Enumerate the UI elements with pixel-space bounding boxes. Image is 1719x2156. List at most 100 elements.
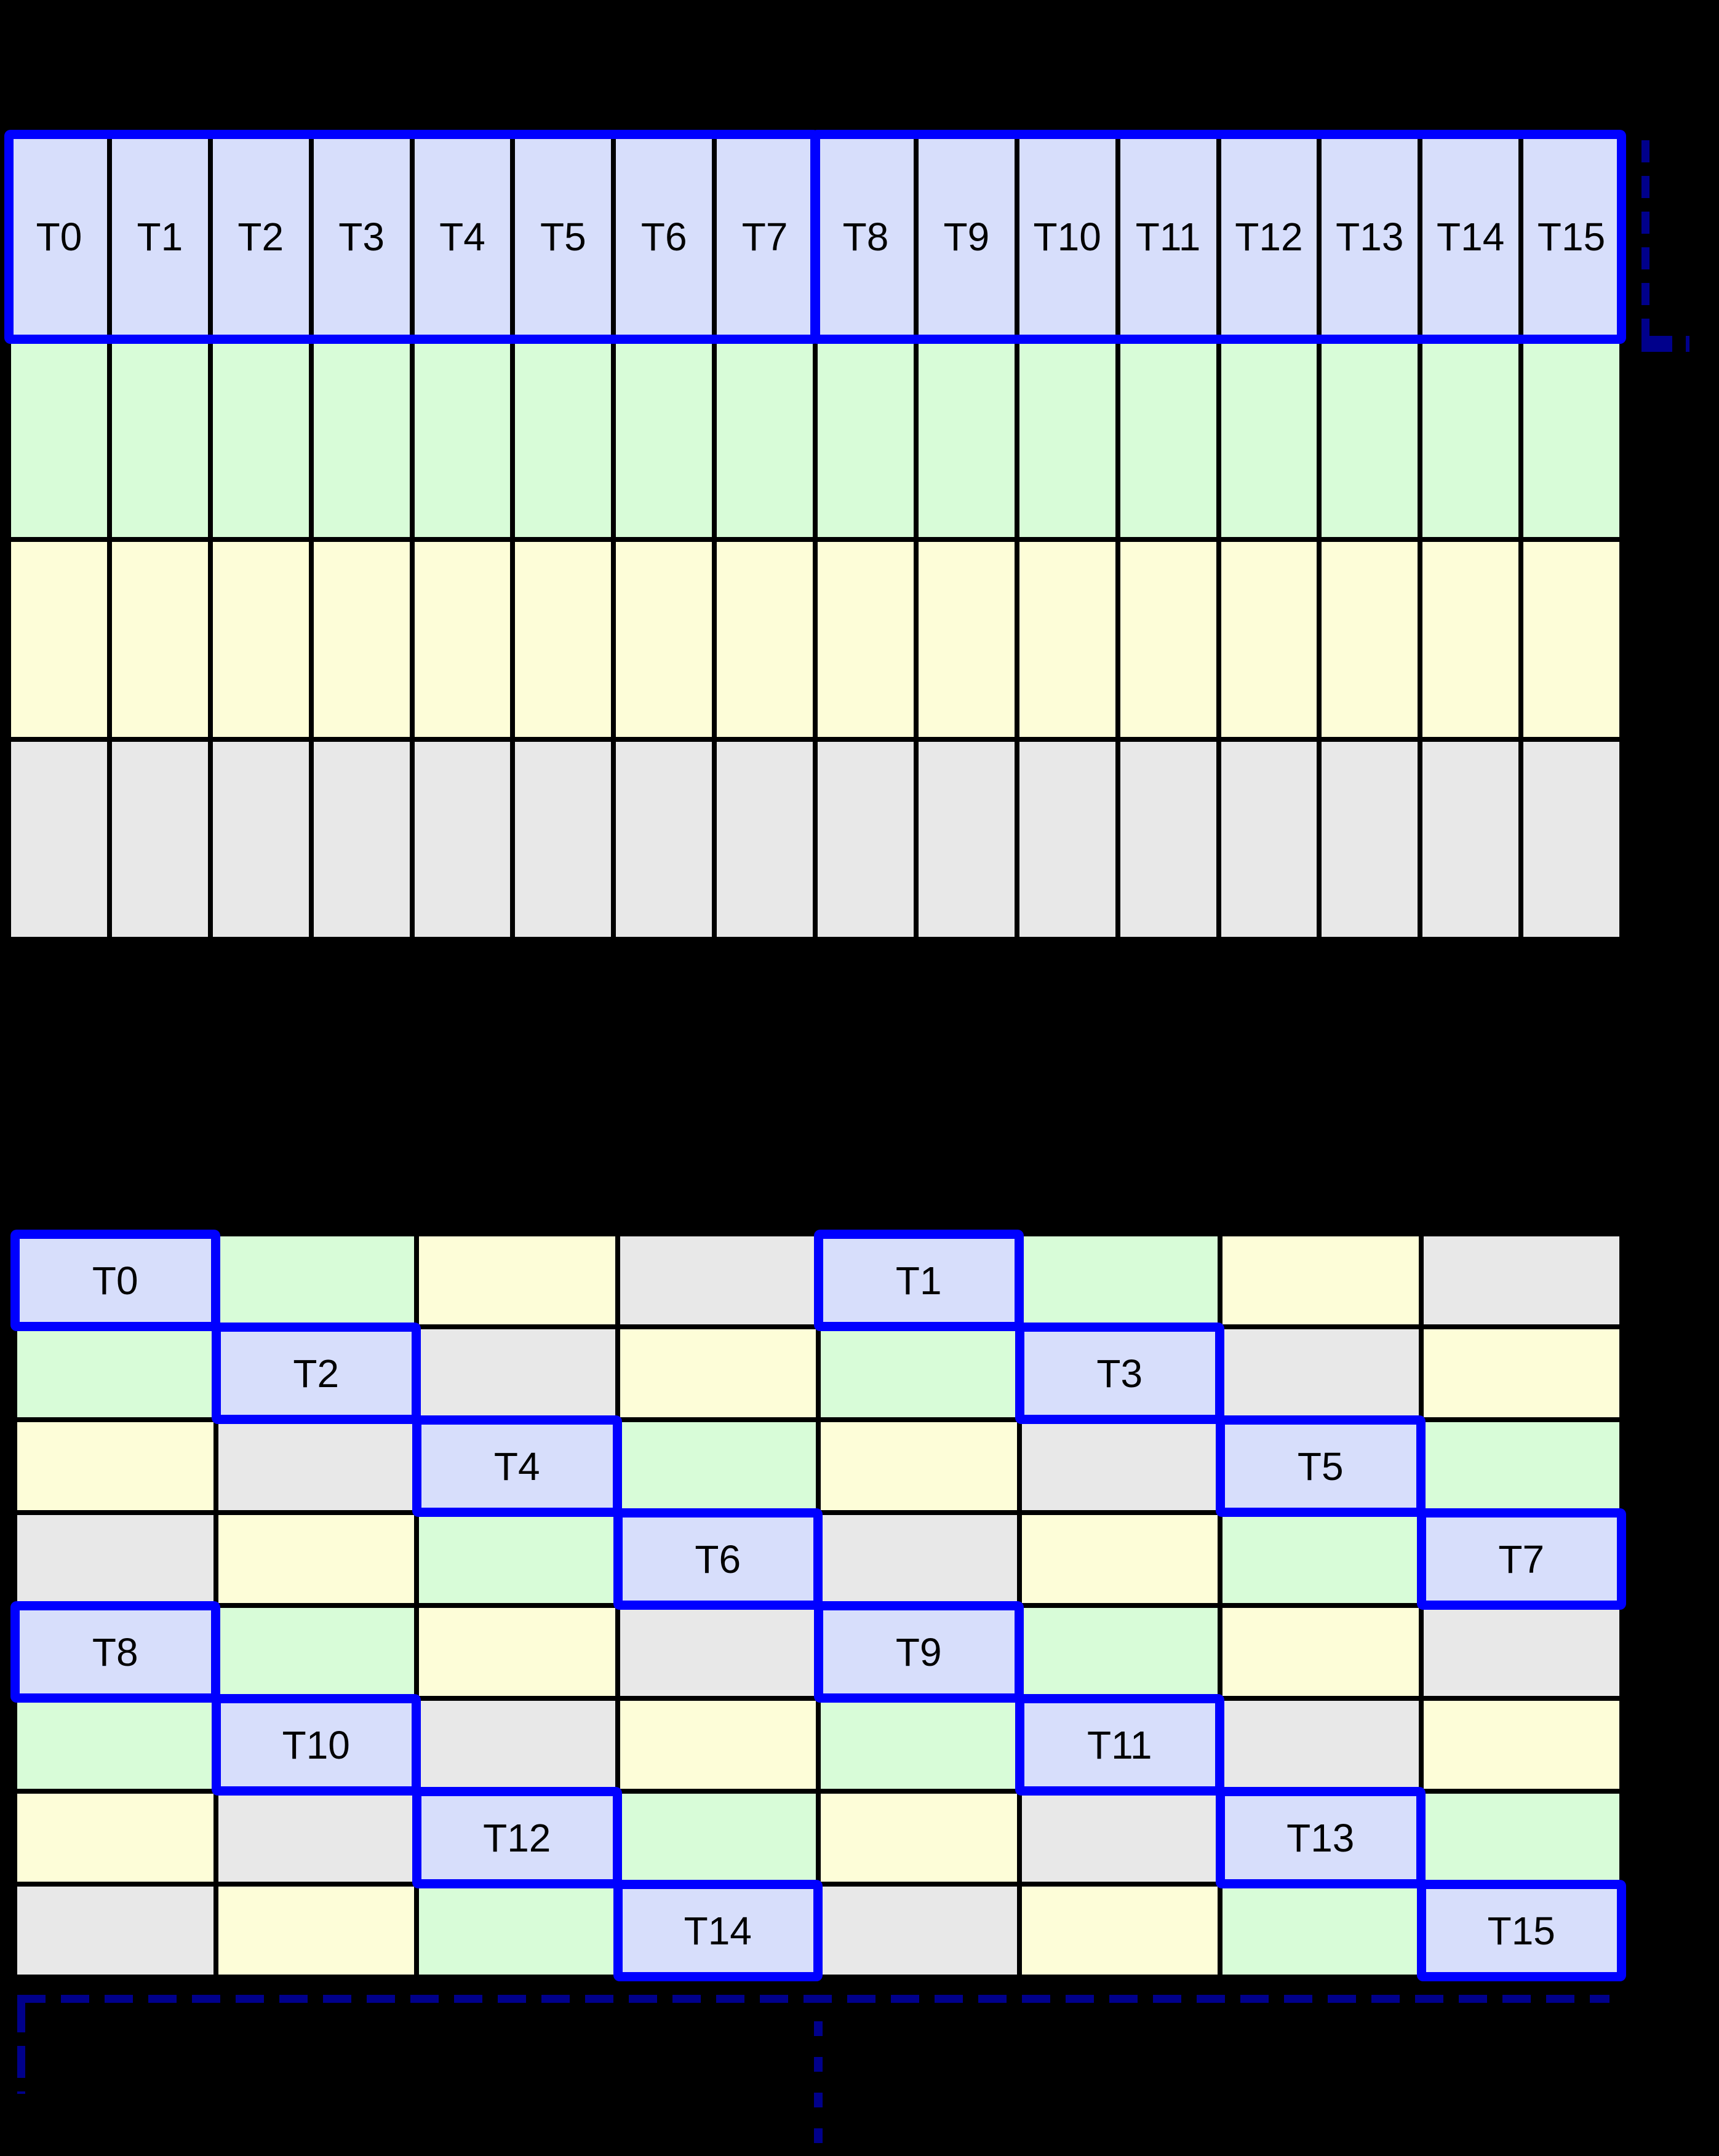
memory-cell (1423, 1329, 1619, 1417)
memory-cell (1422, 742, 1519, 937)
memory-cell (218, 1422, 414, 1510)
thread-cell: T0 (17, 1236, 213, 1324)
thread-cell: T8 (17, 1608, 213, 1696)
memory-cell (620, 1794, 816, 1882)
memory-cell (1222, 1329, 1419, 1417)
memory-cell (818, 342, 914, 537)
memory-cell (620, 1236, 816, 1324)
memory-cell (1221, 542, 1317, 737)
thread-highlight (211, 1694, 421, 1796)
memory-cell (111, 742, 208, 937)
memory-cell (1021, 1515, 1218, 1603)
thread-highlight (613, 1508, 823, 1610)
memory-cell (1021, 1422, 1218, 1510)
memory-cell (111, 342, 208, 537)
memory-cell (918, 742, 1015, 937)
memory-cell (111, 542, 208, 737)
memory-cell (1423, 1608, 1619, 1696)
memory-cell (1222, 1236, 1419, 1324)
memory-cell (1322, 742, 1418, 937)
thread-cell: T13 (1322, 137, 1418, 337)
bracket-horizontal-line (17, 1995, 1609, 2003)
bracket-vertical-line (1641, 140, 1649, 336)
thread-cell: T11 (1021, 1701, 1218, 1789)
memory-cell (717, 542, 813, 737)
memory-cell (821, 1329, 1017, 1417)
half-warp-highlight (4, 130, 820, 344)
thread-cell: T3 (313, 137, 410, 337)
bracket-right-tick (17, 2048, 25, 2094)
memory-cell (1523, 742, 1619, 937)
memory-cell (11, 742, 107, 937)
thread-cell: T5 (1222, 1422, 1419, 1510)
memory-cell (1322, 542, 1418, 737)
memory-cell (620, 1422, 816, 1510)
memory-cell (419, 1701, 615, 1789)
memory-cell (1423, 1701, 1619, 1789)
memory-cell (1021, 1236, 1218, 1324)
continuation-ellipsis-icon (814, 2021, 823, 2154)
thread-cell: T11 (1120, 137, 1216, 337)
thread-highlight (412, 1787, 622, 1888)
memory-cell (1021, 1887, 1218, 1975)
memory-cell (212, 542, 309, 737)
thread-highlight (1416, 1508, 1626, 1610)
memory-cell (918, 342, 1015, 537)
memory-cell (11, 542, 107, 737)
memory-cell (818, 542, 914, 737)
memory-cell (515, 342, 612, 537)
thread-highlight (1015, 1323, 1224, 1424)
thread-cell: T12 (419, 1794, 615, 1882)
memory-cell (17, 1701, 213, 1789)
dashed-bracket-right-icon (1641, 140, 1689, 352)
memory-cell (1423, 1422, 1619, 1510)
memory-cell (818, 742, 914, 937)
thread-cell: T2 (212, 137, 309, 337)
thread-highlight (814, 1230, 1024, 1331)
memory-cell (1423, 1236, 1619, 1324)
memory-cell (1019, 742, 1115, 937)
thread-cell: T0 (11, 137, 107, 337)
memory-cell (1222, 1701, 1419, 1789)
memory-cell (515, 542, 612, 737)
thread-cell: T7 (717, 137, 813, 337)
bottom-memory-grid: T0 T1 T2 T3 T4 T5 T6 T7 T8 T9 T10 T11 T12 T13 T14 T15 (12, 1231, 1624, 1979)
memory-cell (1523, 342, 1619, 537)
memory-cell (1222, 1515, 1419, 1603)
bracket-bottom-tick (1641, 344, 1689, 352)
memory-cell (17, 1887, 213, 1975)
thread-cell: T6 (620, 1515, 816, 1603)
memory-cell (515, 742, 612, 937)
thread-cell: T15 (1423, 1887, 1619, 1975)
memory-cell (414, 342, 511, 537)
thread-cell: T15 (1523, 137, 1619, 337)
memory-cell (212, 742, 309, 937)
thread-cell: T1 (821, 1236, 1017, 1324)
thread-highlight (613, 1880, 823, 1981)
memory-cell (821, 1887, 1017, 1975)
thread-highlight (412, 1415, 622, 1517)
thread-cell: T14 (620, 1887, 816, 1975)
memory-cell (1120, 342, 1216, 537)
memory-cell (821, 1794, 1017, 1882)
memory-cell (1222, 1608, 1419, 1696)
memory-cell (313, 542, 410, 737)
memory-cell (616, 342, 712, 537)
thread-cell: T7 (1423, 1515, 1619, 1603)
bracket-top-tick (1641, 336, 1689, 344)
memory-cell (1021, 1794, 1218, 1882)
memory-cell (620, 1608, 816, 1696)
memory-cell (616, 742, 712, 937)
thread-cell: T8 (818, 137, 914, 337)
thread-cell: T1 (111, 137, 208, 337)
memory-cell (1523, 542, 1619, 737)
memory-cell (620, 1329, 816, 1417)
memory-cell (1019, 542, 1115, 737)
memory-cell (821, 1701, 1017, 1789)
dashed-bracket-bottom-icon (17, 1995, 1609, 2094)
memory-cell (17, 1329, 213, 1417)
thread-cell: T9 (918, 137, 1015, 337)
memory-cell (218, 1887, 414, 1975)
thread-cell: T9 (821, 1608, 1017, 1696)
